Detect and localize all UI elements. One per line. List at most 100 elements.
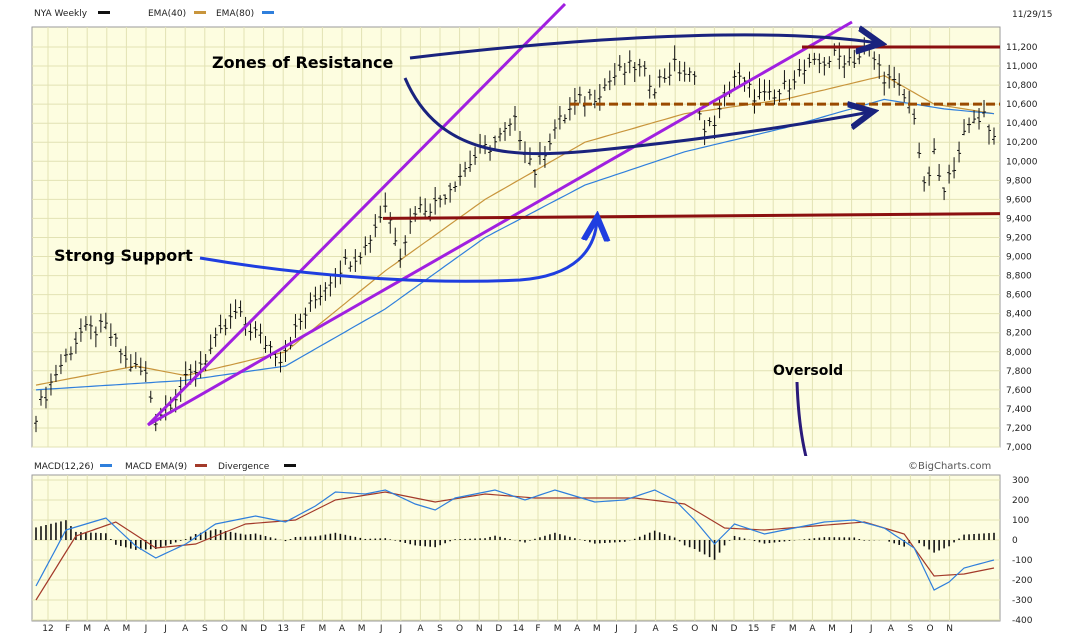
ema80-swatch [262, 11, 274, 14]
x-tick-label: J [163, 624, 167, 633]
x-tick-label: J [634, 624, 638, 633]
x-tick-label: A [888, 624, 895, 633]
price-y-tick-label: 8,000 [1006, 348, 1032, 358]
x-tick-label: F [535, 624, 540, 633]
macd-y-tick-label: 300 [1012, 476, 1029, 486]
divergence-swatch [284, 464, 296, 467]
x-tick-label: J [379, 624, 383, 633]
symbol-label: NYA Weekly [34, 9, 88, 19]
trend-line-shallow [147, 20, 853, 427]
macd-y-tick-label: -300 [1012, 596, 1033, 606]
price-y-tick-label: 11,000 [1006, 62, 1038, 72]
macd-y-tick-label: -200 [1012, 576, 1033, 586]
price-y-tick-label: 8,400 [1006, 310, 1032, 320]
x-tick-label: J [398, 624, 402, 633]
ema40-legend-label: EMA(40) [148, 9, 186, 19]
x-tick-label: 13 [277, 624, 288, 633]
x-tick-label: M [828, 624, 836, 633]
price-y-tick-label: 7,000 [1006, 443, 1032, 453]
x-tick-label: A [653, 624, 660, 633]
x-tick-label: J [144, 624, 148, 633]
x-tick-label: D [495, 624, 502, 633]
x-tick-label: 14 [513, 624, 525, 633]
x-tick-label: J [869, 624, 873, 633]
macd-y-tick-label: 0 [1012, 536, 1018, 546]
x-tick-label: A [574, 624, 581, 633]
price-y-tick-label: 9,000 [1006, 253, 1032, 263]
x-tick-label: M [83, 624, 91, 633]
x-tick-label: S [437, 624, 443, 633]
macd-plot-area [31, 474, 1001, 622]
macd-swatch [100, 464, 112, 467]
x-tick-label: N [476, 624, 483, 633]
symbol-swatch [98, 11, 110, 14]
x-tick-label: 15 [748, 624, 759, 633]
macd-y-tick-label: 200 [1012, 496, 1029, 506]
macd-histogram [35, 520, 995, 560]
price-y-tick-label: 7,400 [1006, 405, 1032, 415]
x-tick-label: A [417, 624, 424, 633]
x-tick-label: A [809, 624, 816, 633]
trend-line-steep [146, 2, 567, 427]
x-tick-label: M [123, 624, 131, 633]
x-tick-label: M [358, 624, 366, 633]
price-y-tick-label: 7,800 [1006, 367, 1032, 377]
support-arrow [199, 220, 597, 283]
ema40-swatch [194, 11, 206, 14]
oversold-annotation: Oversold [773, 363, 843, 379]
macd-y-tick-label: 100 [1012, 516, 1029, 526]
price-y-tick-label: 10,600 [1006, 100, 1038, 110]
x-axis-ticks: 12 F M A M J J A S O N D 13 F M A M J J A S O N D 14 F M A M J J A S O N D 1… [42, 624, 953, 634]
x-tick-label: 12 [42, 624, 53, 633]
support-annotation: Strong Support [54, 246, 193, 265]
x-tick-label: O [221, 624, 228, 633]
price-y-tick-label: 10,000 [1006, 157, 1038, 167]
price-bars [34, 37, 996, 433]
x-tick-label: M [789, 624, 797, 633]
price-y-tick-label: 9,800 [1006, 176, 1032, 186]
price-y-tick-label: 7,200 [1006, 424, 1032, 434]
macd-ema-swatch [195, 464, 207, 467]
macd-legend-label: MACD(12,26) [34, 462, 94, 472]
macd-y-axis-ticks: 300 200 100 0 -100 -200 -300 -400 [1012, 476, 1033, 626]
x-tick-label: F [771, 624, 776, 633]
price-y-tick-label: 7,600 [1006, 386, 1032, 396]
x-tick-label: F [65, 624, 70, 633]
macd-y-tick-label: -400 [1012, 616, 1033, 626]
chart-date: 11/29/15 [1012, 10, 1052, 20]
x-tick-label: M [319, 624, 327, 633]
ema80-legend-label: EMA(80) [216, 9, 254, 19]
x-tick-label: O [691, 624, 698, 633]
x-tick-label: M [554, 624, 562, 633]
x-tick-label: A [182, 624, 189, 633]
price-y-tick-label: 8,600 [1006, 291, 1032, 301]
resistance-annotation: Zones of Resistance [212, 53, 393, 72]
resistance-arrow-top [409, 35, 878, 60]
price-y-axis-ticks: 11,200 11,000 10,800 10,600 10,400 10,200 10,0… [1006, 43, 1038, 453]
macd-line [35, 489, 995, 591]
x-tick-label: A [104, 624, 111, 633]
divergence-legend-label: Divergence [218, 462, 270, 472]
x-tick-label: S [672, 624, 678, 633]
x-tick-label: M [593, 624, 601, 633]
resistance-arrow-lower [403, 77, 870, 156]
x-tick-label: N [711, 624, 718, 633]
x-tick-label: N [946, 624, 953, 633]
x-tick-label: J [849, 624, 853, 633]
price-y-tick-label: 10,400 [1006, 119, 1038, 129]
x-tick-label: S [908, 624, 914, 633]
price-y-tick-label: 10,200 [1006, 138, 1038, 148]
price-y-tick-label: 9,600 [1006, 195, 1032, 205]
price-y-tick-label: 11,200 [1006, 43, 1038, 53]
macd-y-tick-label: -100 [1012, 556, 1033, 566]
price-y-tick-label: 8,200 [1006, 329, 1032, 339]
price-y-tick-label: 8,800 [1006, 272, 1032, 282]
x-tick-label: O [926, 624, 933, 633]
annotation-lines [146, 2, 1001, 427]
price-y-tick-label: 9,200 [1006, 233, 1032, 243]
support-line [382, 212, 1001, 220]
x-tick-label: D [731, 624, 738, 633]
macd-ema-legend-label: MACD EMA(9) [125, 462, 187, 472]
